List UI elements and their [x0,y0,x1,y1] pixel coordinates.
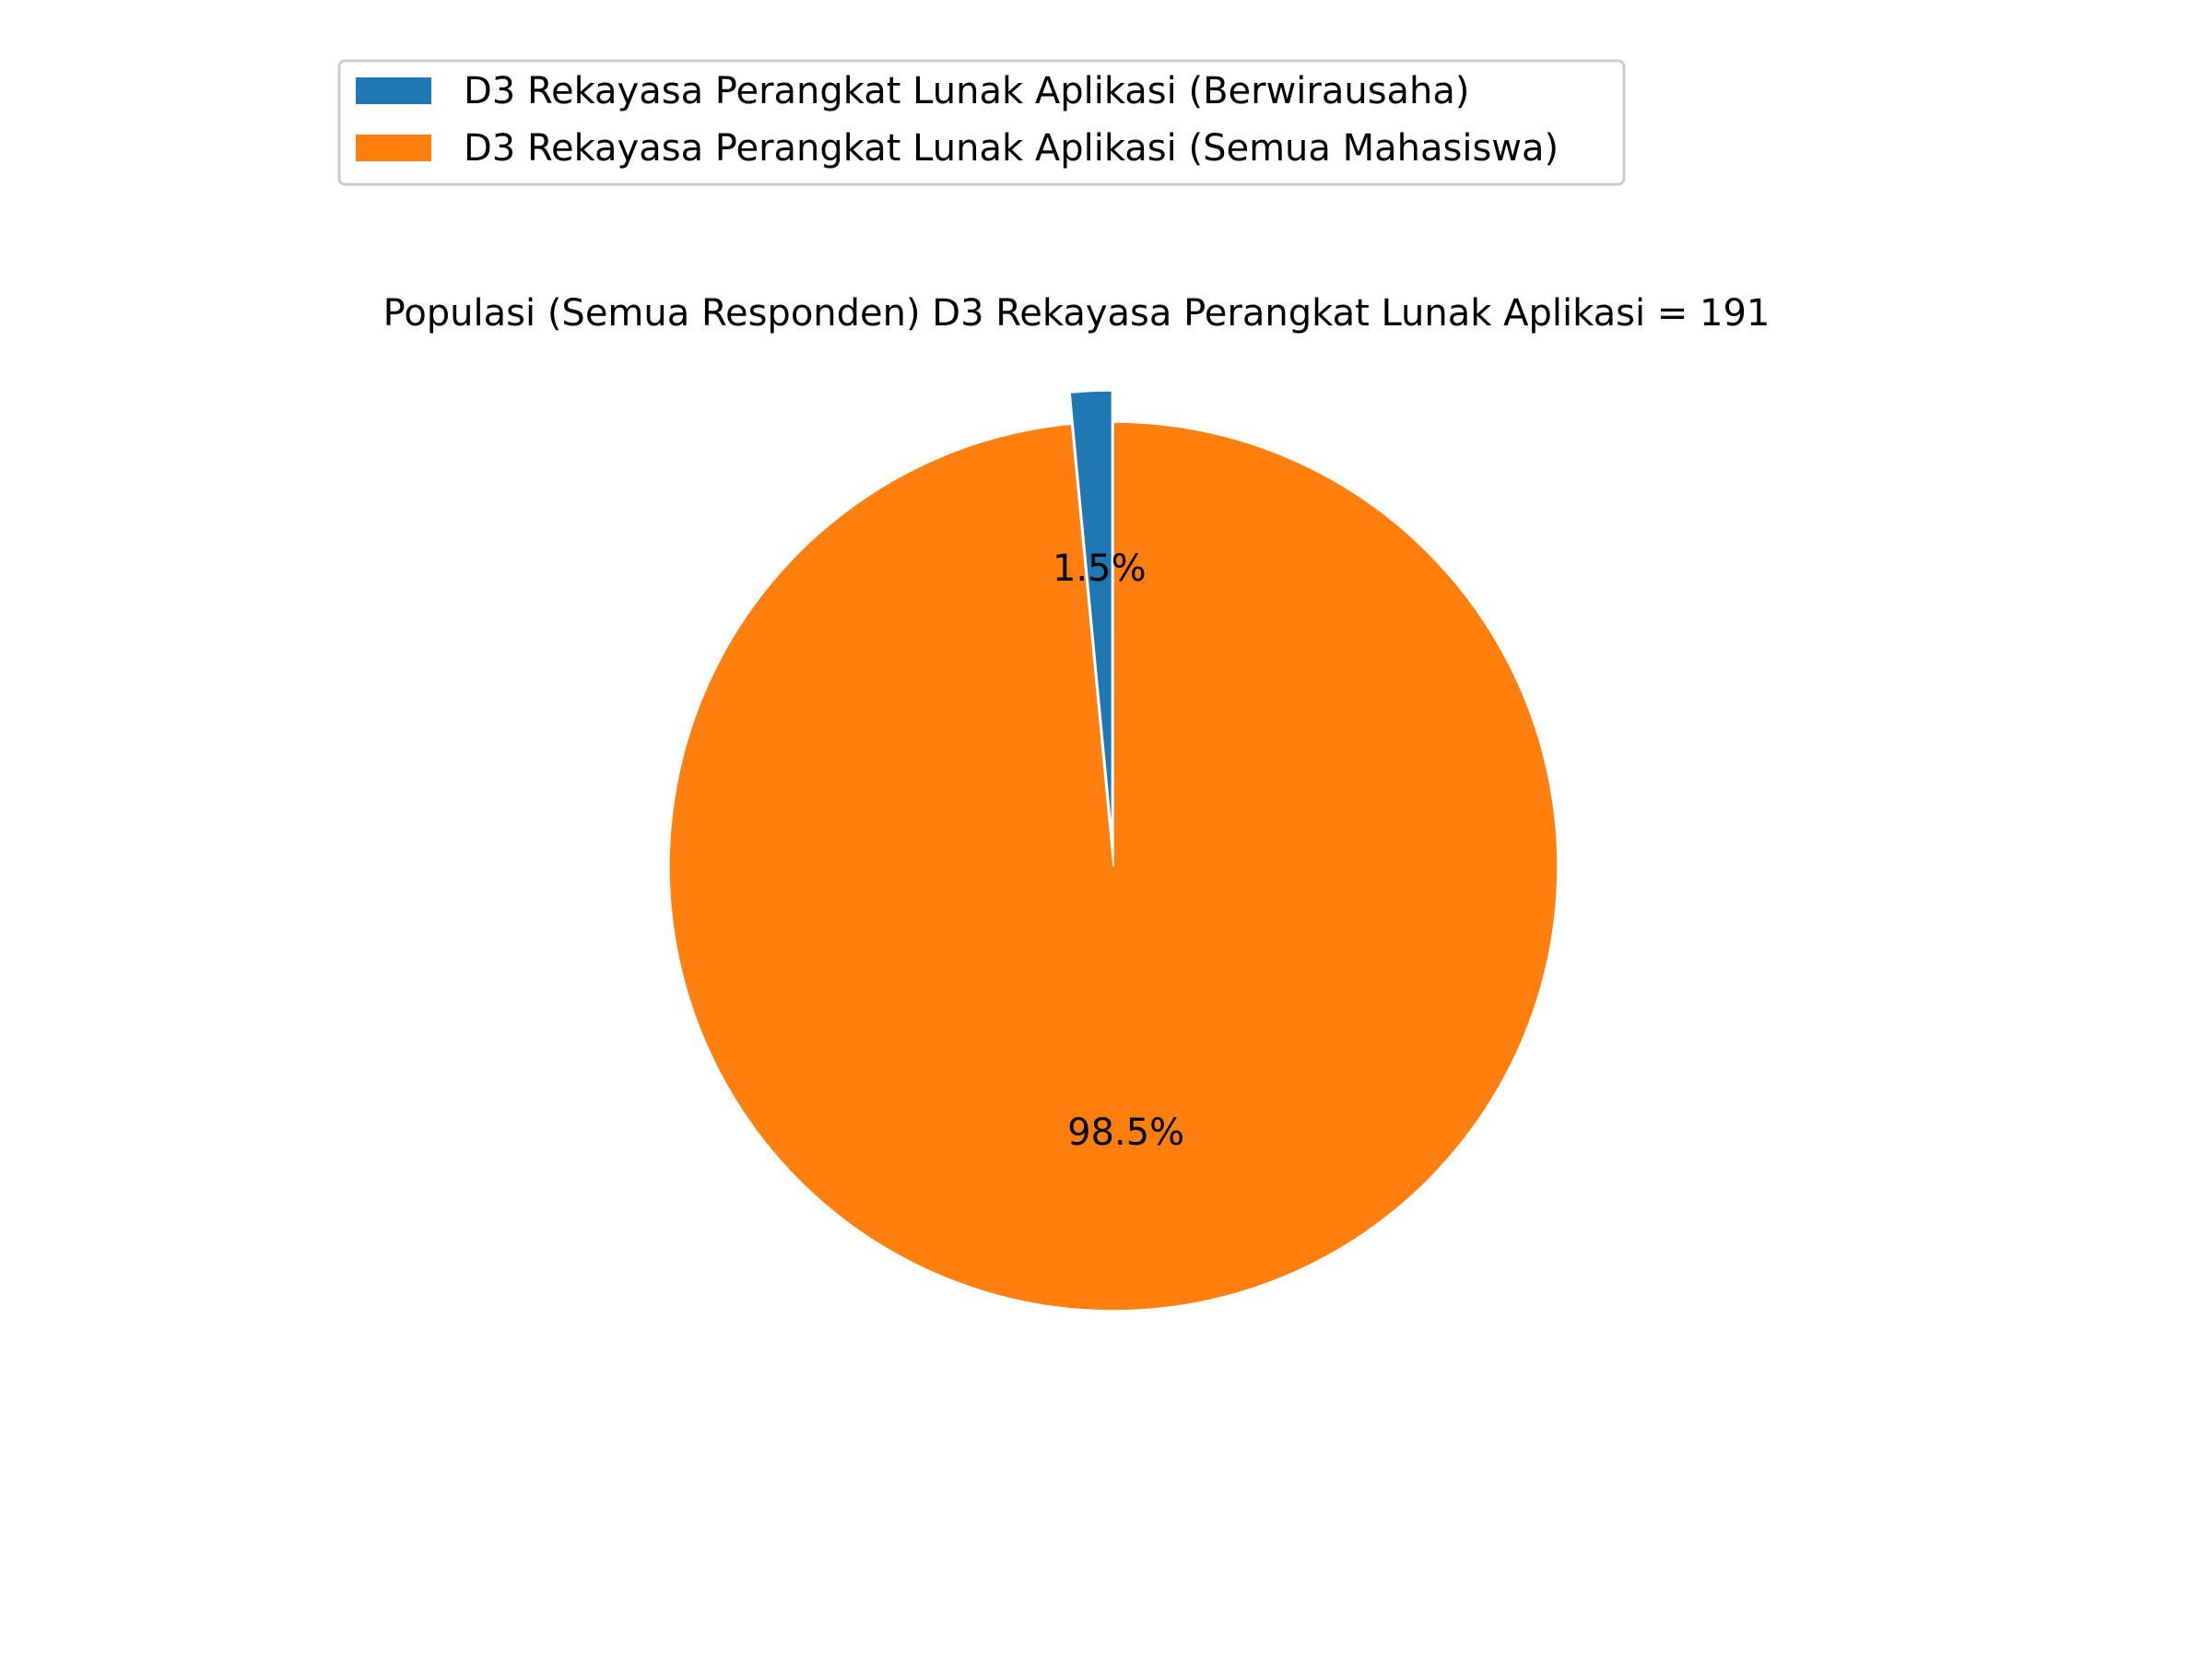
pie-slice-label-1: 98.5% [1067,1112,1184,1154]
pie-slice-1 [668,421,1559,1312]
pie-labels: 1.5% 98.5% [1053,547,1184,1154]
legend-swatch-berwirausaha [356,77,431,104]
legend-swatch-semua-mahasiswa [356,135,431,161]
pie-slice-label-0: 1.5% [1053,547,1147,590]
legend-label-berwirausaha: D3 Rekayasa Perangkat Lunak Aplikasi (Be… [464,70,1470,112]
legend: D3 Rekayasa Perangkat Lunak Aplikasi (Be… [337,59,1626,186]
chart-title: Populasi (Semua Responden) D3 Rekayasa P… [383,292,1771,335]
legend-frame [337,59,1626,186]
pie-slices [668,390,1559,1312]
pie-slice-0 [1069,390,1113,836]
legend-label-semua-mahasiswa: D3 Rekayasa Perangkat Lunak Aplikasi (Se… [464,127,1559,170]
